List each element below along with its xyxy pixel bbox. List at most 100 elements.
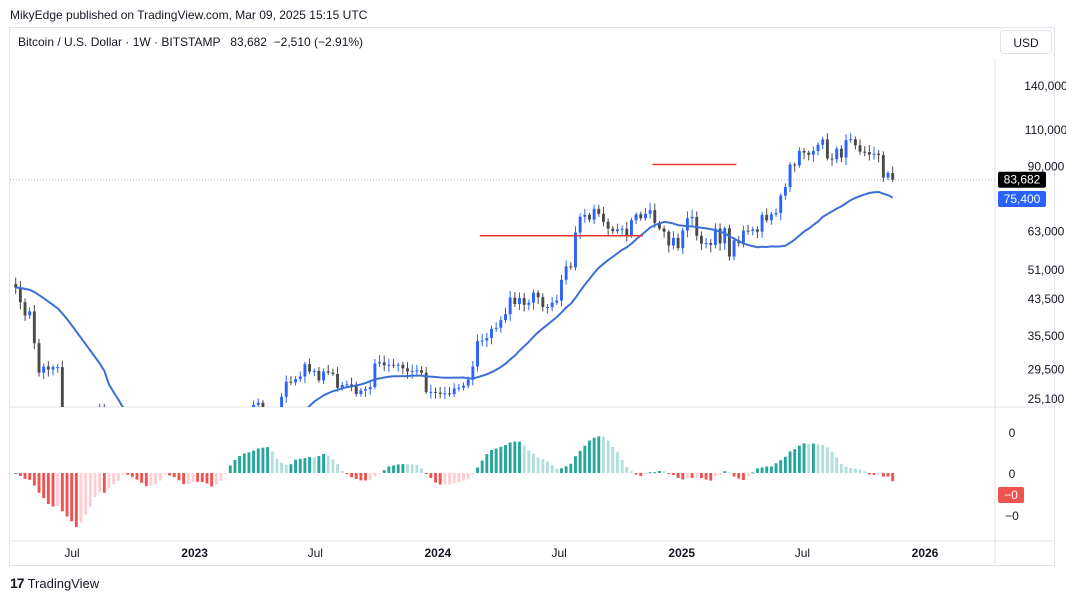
candle-body [732,240,736,257]
candle [415,364,419,375]
price-pane [14,133,895,475]
candle [821,136,825,149]
oscillator-bar [527,450,531,473]
oscillator-bar [844,466,848,473]
candle-body [46,366,50,370]
oscillator-bar [354,473,358,480]
candle-body [825,139,829,159]
oscillator-bar [116,473,120,481]
oscillator-bar [88,473,92,507]
oscillator-bar [657,470,661,473]
candle [681,227,685,254]
oscillator-bar [275,458,279,473]
chart-frame [9,27,1055,566]
oscillator-bar [681,473,685,480]
candle [233,415,236,438]
candle-body [891,173,895,180]
candle [718,223,722,251]
price-tick-label: 25,100 [1028,392,1065,406]
candle [392,358,395,369]
oscillator-bar [630,471,633,473]
candle-body [80,432,83,447]
oscillator-bar [872,473,876,475]
candle-body [490,328,493,338]
ma-value-tag-text: 75,400 [1004,192,1041,206]
currency-button[interactable]: USD [1000,30,1052,54]
oscillator-bar [583,445,587,473]
oscillator-bar [793,449,797,473]
candle-body [410,370,414,372]
candle [490,325,493,345]
oscillator-bar [317,456,321,473]
oscillator-bar [485,454,489,473]
candle-body [592,208,596,220]
candle-body [513,297,517,304]
candle-body [550,302,554,307]
candle-body [247,415,250,425]
candle-body [816,144,820,151]
candle-body [224,446,227,468]
candle-body [657,222,661,229]
candle [89,411,92,432]
oscillator-bar [191,473,195,482]
candle [126,437,129,449]
oscillator-bar [704,473,708,480]
oscillator-bar [14,473,18,474]
publisher-line: MikyEdge published on TradingView.com, M… [10,8,368,22]
candle-body [438,392,442,394]
candle-body [727,228,731,257]
candle-body [192,462,195,469]
oscillator-bar [751,472,755,474]
oscillator-bar [98,473,102,493]
oscillator-bar [121,473,125,475]
candle-body [788,164,792,188]
candle-body [364,389,367,391]
candle-body [271,414,274,421]
symbol-title[interactable]: Bitcoin / U.S. Dollar · 1W · BITSTAMP [18,35,221,49]
candle-body [51,367,55,370]
candle-body [424,372,428,392]
oscillator-last-tag-text: −0 [1004,488,1018,502]
candle-body [340,385,344,388]
oscillator-bar [298,458,302,473]
candle-body [625,228,629,236]
candle-body [387,364,391,366]
price-tick-label: 43,500 [1028,292,1065,306]
candle-body [704,243,708,245]
oscillator-tick-label: 0 [1009,426,1016,440]
candle-body [709,243,713,245]
oscillator-bar [42,473,46,499]
candle [630,217,633,238]
candle-body [126,439,129,446]
candle-body [406,368,409,372]
oscillator-bar [853,468,857,473]
candle-body [867,152,871,155]
candle-body [676,237,680,249]
candle [224,440,227,475]
candle-body [606,221,610,229]
candle [667,229,671,253]
last-price-tag-bg [998,171,1046,188]
oscillator-bar [569,463,573,473]
candle-body [751,229,755,231]
candle [443,386,447,399]
oscillator-tick-label: −0 [1005,509,1019,523]
candle-body [527,302,531,305]
oscillator-bar [238,455,242,473]
candle [28,307,32,319]
candle-body [849,139,853,141]
oscillator-bar [261,447,265,473]
oscillator-bar [387,466,391,473]
oscillator-bar [550,465,554,473]
candle-body [284,381,288,397]
symbol-info: Bitcoin / U.S. Dollar · 1W · BITSTAMP 83… [18,35,363,49]
candle [685,211,689,238]
candle [99,403,101,407]
oscillator-bar [765,466,769,473]
candle [112,421,115,447]
candle-body [569,266,573,268]
candle-body [639,214,643,219]
candle [830,153,834,166]
candle-body [164,429,167,434]
